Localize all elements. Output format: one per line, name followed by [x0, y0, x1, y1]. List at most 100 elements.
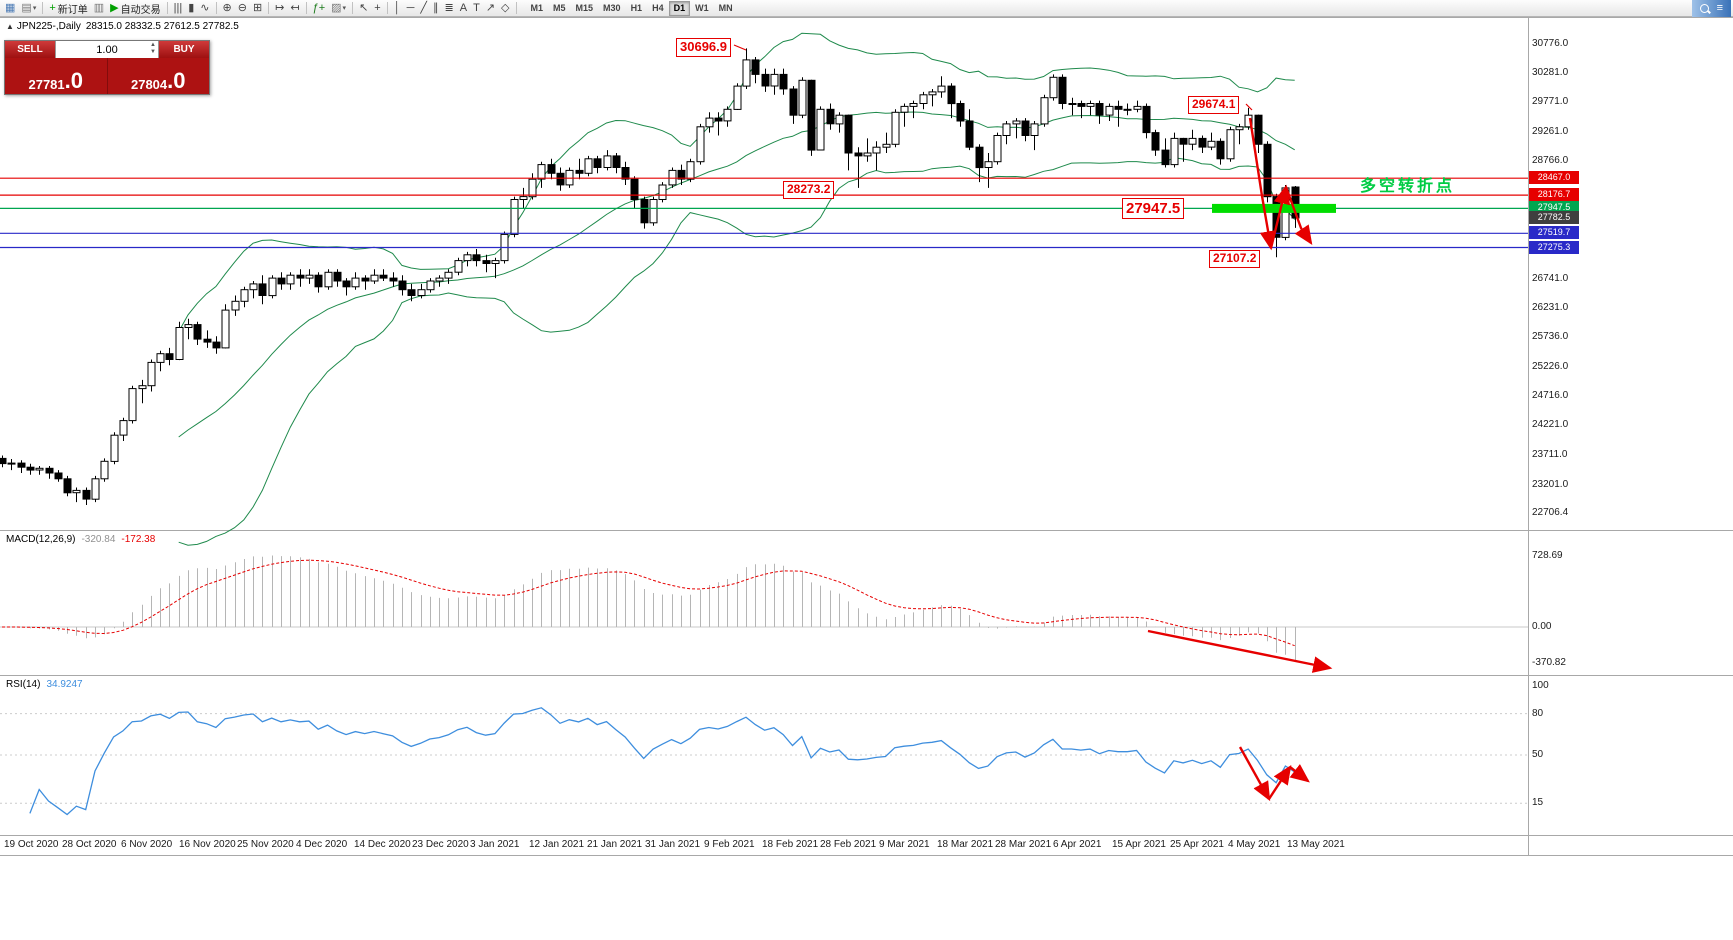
shapes-icon[interactable]: ◇	[498, 1, 512, 16]
zoom-in-icon: ⊕	[222, 2, 232, 14]
new-chart-icon: ▦	[5, 2, 16, 14]
zoom-in-icon[interactable]: ⊕	[220, 1, 235, 16]
vertical-line-icon[interactable]: │	[391, 1, 404, 16]
timeframe-H4[interactable]: H4	[647, 1, 669, 16]
toolbar-separator	[515, 2, 517, 14]
macd-histogram	[11, 555, 1296, 660]
timeframe-MN[interactable]: MN	[714, 1, 738, 16]
date-axis-label: 18 Mar 2021	[937, 839, 994, 850]
crosshair-icon: +	[374, 2, 381, 14]
line-mode-icon[interactable]: ∿	[197, 1, 212, 16]
date-axis-label: 6 Apr 2021	[1053, 839, 1102, 850]
price-level-tag: 27275.3	[1529, 241, 1579, 254]
new-order-button-label: 新订单	[57, 4, 88, 16]
channel-icon[interactable]: ∥	[430, 1, 442, 16]
chart-windows-icon[interactable]: ▥	[91, 1, 107, 16]
timeframe-M30[interactable]: M30	[598, 1, 626, 16]
new-chart-icon[interactable]: ▦	[2, 1, 18, 16]
volume-up-button[interactable]: ▲	[150, 42, 156, 48]
vertical-line-icon: │	[393, 2, 401, 14]
annotation-28273-2[interactable]: 28273.2	[783, 181, 835, 199]
toolbar-separator	[305, 2, 307, 14]
timeframe-H1[interactable]: H1	[626, 1, 648, 16]
date-axis-label: 25 Apr 2021	[1170, 839, 1224, 850]
label-icon: T	[473, 2, 480, 14]
price-axis-label: 30281.0	[1532, 67, 1569, 78]
price-level-tag: 27519.7	[1529, 226, 1579, 239]
cursor-icon[interactable]: ↖	[356, 1, 371, 16]
tile-windows-icon[interactable]: ⊞	[250, 1, 265, 16]
volume-down-button[interactable]: ▼	[150, 49, 156, 55]
text-icon[interactable]: A	[457, 1, 470, 16]
chart-shift-icon: ↤	[290, 2, 300, 14]
buy-price[interactable]: 27804.0	[106, 58, 210, 94]
toolbar-right-corner: ≡	[1691, 0, 1731, 17]
date-axis-label: 12 Jan 2021	[529, 839, 585, 850]
auto-scroll-icon[interactable]: ↦	[272, 1, 287, 16]
highlight-marker[interactable]	[1212, 203, 1336, 213]
annotation-27947-5[interactable]: 27947.5	[1122, 198, 1185, 220]
horizontal-line-icon[interactable]: ─	[404, 1, 418, 16]
price-axis-label: 29771.0	[1532, 96, 1569, 107]
price-axis-label: 26231.0	[1532, 302, 1569, 313]
candles-mode-icon[interactable]: ▮	[185, 1, 197, 16]
indicators-icon[interactable]: ƒ+	[310, 1, 329, 16]
cursor-icon: ↖	[359, 2, 369, 14]
timeframe-M5[interactable]: M5	[548, 1, 571, 16]
zoom-out-icon[interactable]: ⊖	[235, 1, 250, 16]
trendline-icon[interactable]: ╱	[417, 1, 430, 16]
price-axis-label: 23201.0	[1532, 479, 1569, 490]
date-axis-label: 4 May 2021	[1228, 839, 1281, 850]
toolbar-separator	[352, 2, 354, 14]
algo-trading-button[interactable]: ▶ 自动交易	[107, 1, 163, 16]
arrows-tool-icon: ↗	[485, 2, 496, 14]
annotation-27107-2[interactable]: 27107.2	[1209, 250, 1261, 268]
annotation-29674-1[interactable]: 29674.1	[1188, 96, 1240, 114]
price-axis-label: 26741.0	[1532, 273, 1569, 284]
sell-button[interactable]: SELL	[5, 41, 55, 58]
label-icon[interactable]: T	[470, 1, 483, 16]
current-price-tag: 27782.5	[1529, 211, 1579, 224]
timeframe-D1[interactable]: D1	[668, 0, 691, 16]
templates-icon[interactable]: ▨ ▾	[328, 1, 349, 16]
ohlc-values: 28315.0 28332.5 27612.5 27782.5	[85, 21, 239, 32]
date-axis-label: 21 Jan 2021	[587, 839, 643, 850]
arrows-tool-icon[interactable]: ↗	[483, 1, 498, 16]
s ell-price[interactable]: 27781.0	[28, 68, 83, 94]
date-axis-label: 23 Dec 2020	[412, 839, 469, 850]
search-icon[interactable]	[1699, 3, 1709, 13]
timeframe-W1[interactable]: W1	[690, 1, 714, 16]
toolbar-separator	[166, 2, 168, 14]
chevron-down-icon: ▾	[32, 5, 37, 12]
turning-point-note[interactable]: 多空转折点	[1360, 178, 1456, 195]
drawn-arrows[interactable]	[733, 44, 1333, 802]
date-axis-label: 4 Dec 2020	[296, 839, 348, 850]
tile-windows-icon: ⊞	[252, 2, 263, 14]
symbol-period-label: JPN225-,Daily	[16, 21, 81, 32]
panel-toggle-icon[interactable]: ≡	[1716, 2, 1723, 14]
fibonacci-icon: ≣	[444, 2, 454, 14]
chart-title: ▲ JPN225-,Daily 28315.0 28332.5 27612.5 27…	[6, 21, 239, 32]
main-toolbar: ▦ ▤ ▾ + 新订单 ▥ ▶ 自动交易 ||| ▮ ∿ ⊕ ⊖ ⊞ ↦ ↤ ƒ+ ▨ ▾ ↖ + │ ─ ╱ ∥ ≣ A T ↗ ◇ M…	[0, 0, 1733, 17]
candles-mode-icon: ▮	[188, 2, 195, 14]
chart-shift-icon[interactable]: ↤	[287, 1, 302, 16]
buy-button[interactable]: BUY	[159, 41, 209, 58]
crosshair-icon[interactable]: +	[371, 1, 383, 16]
date-axis-label: 28 Feb 2021	[820, 839, 877, 850]
new-order-button: +	[49, 2, 56, 14]
chart-windows-icon: ▥	[93, 2, 105, 14]
timeframe-M15[interactable]: M15	[571, 1, 599, 16]
volume-value: 1.00	[96, 43, 118, 56]
new-order-button[interactable]: + 新订单	[46, 1, 90, 16]
trendline-icon: ╱	[420, 2, 428, 14]
date-axis-label: 9 Feb 2021	[704, 839, 755, 850]
annotation-30696-9[interactable]: 30696.9	[676, 38, 731, 57]
date-axis-label: 28 Mar 2021	[995, 839, 1052, 850]
algo-trading-button: ▶	[110, 2, 119, 14]
chart-profiles-icon[interactable]: ▤ ▾	[18, 1, 39, 16]
timeframe-M1[interactable]: M1	[526, 1, 549, 16]
volume-field[interactable]: 1.00 ▲ ▼	[55, 41, 159, 58]
bars-mode-icon[interactable]: |||	[171, 1, 186, 16]
fibonacci-icon[interactable]: ≣	[442, 1, 457, 16]
